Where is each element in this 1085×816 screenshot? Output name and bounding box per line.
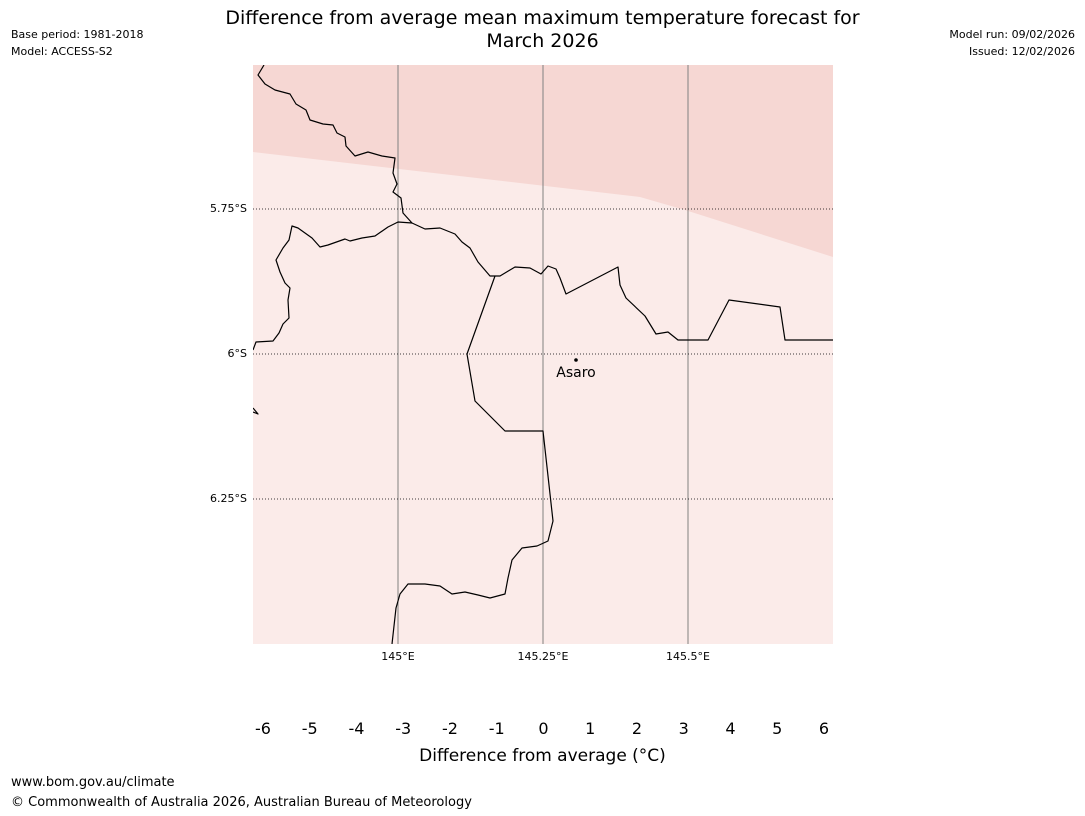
colorbar-tick-label: 0: [538, 719, 549, 738]
border-central: [411, 222, 833, 341]
map-svg: [253, 65, 833, 644]
latitude-gridlines: [253, 208, 833, 500]
colorbar-tick-label: -4: [348, 719, 365, 738]
colorbar-tick-label: 4: [725, 719, 736, 738]
longitude-gridlines: [397, 65, 689, 644]
colorbar-tick-label: 5: [772, 719, 783, 738]
lon-label-145e: 145°E: [381, 650, 415, 663]
colorbar-tick-label: 1: [585, 719, 596, 738]
asaro-marker: [574, 358, 578, 362]
colorbar-tick-label: 3: [678, 719, 689, 738]
map-title: Difference from average mean maximum tem…: [0, 7, 1085, 53]
lon-label-145-5e: 145.5°E: [666, 650, 710, 663]
colorbar-tick-label: 2: [631, 719, 643, 738]
colorbar-tick-label: -6: [255, 719, 271, 738]
lat-label-5-75s: 5.75°S: [210, 202, 247, 215]
colorbar-label: Difference from average (°C): [419, 746, 666, 766]
base-period: Base period: 1981-2018: [11, 28, 144, 41]
place-label-asaro: Asaro: [556, 365, 596, 381]
colorbar-tick-label: 6: [818, 719, 830, 738]
meta-left: Base period: 1981-2018 Model: ACCESS-S2: [11, 26, 143, 60]
colorbar-tick-label: -3: [395, 719, 412, 738]
border-south: [391, 275, 554, 644]
colorbar-tick-label: -1: [488, 719, 505, 738]
model-name: Model: ACCESS-S2: [11, 45, 113, 58]
meta-right: Model run: 09/02/2026 Issued: 12/02/2026: [949, 26, 1075, 60]
footer-url: www.bom.gov.au/climate: [11, 775, 175, 790]
issued-date: Issued: 12/02/2026: [968, 45, 1075, 58]
lat-label-6s: 6°S: [227, 347, 247, 360]
colorbar-tick-label: -2: [442, 719, 458, 738]
footer-copyright: © Commonwealth of Australia 2026, Austra…: [11, 795, 472, 810]
lat-label-6-25s: 6.25°S: [210, 492, 247, 505]
border-north: [253, 65, 413, 351]
title-line-1: Difference from average mean maximum tem…: [225, 7, 860, 29]
lon-label-145-25e: 145.25°E: [517, 650, 569, 663]
map-area: [253, 65, 833, 644]
model-run: Model run: 09/02/2026: [949, 28, 1075, 41]
title-line-2: March 2026: [486, 30, 599, 52]
province-borders: [253, 65, 833, 644]
colorbar-tick-label: -5: [301, 719, 318, 738]
border-west-edge: [253, 407, 259, 415]
